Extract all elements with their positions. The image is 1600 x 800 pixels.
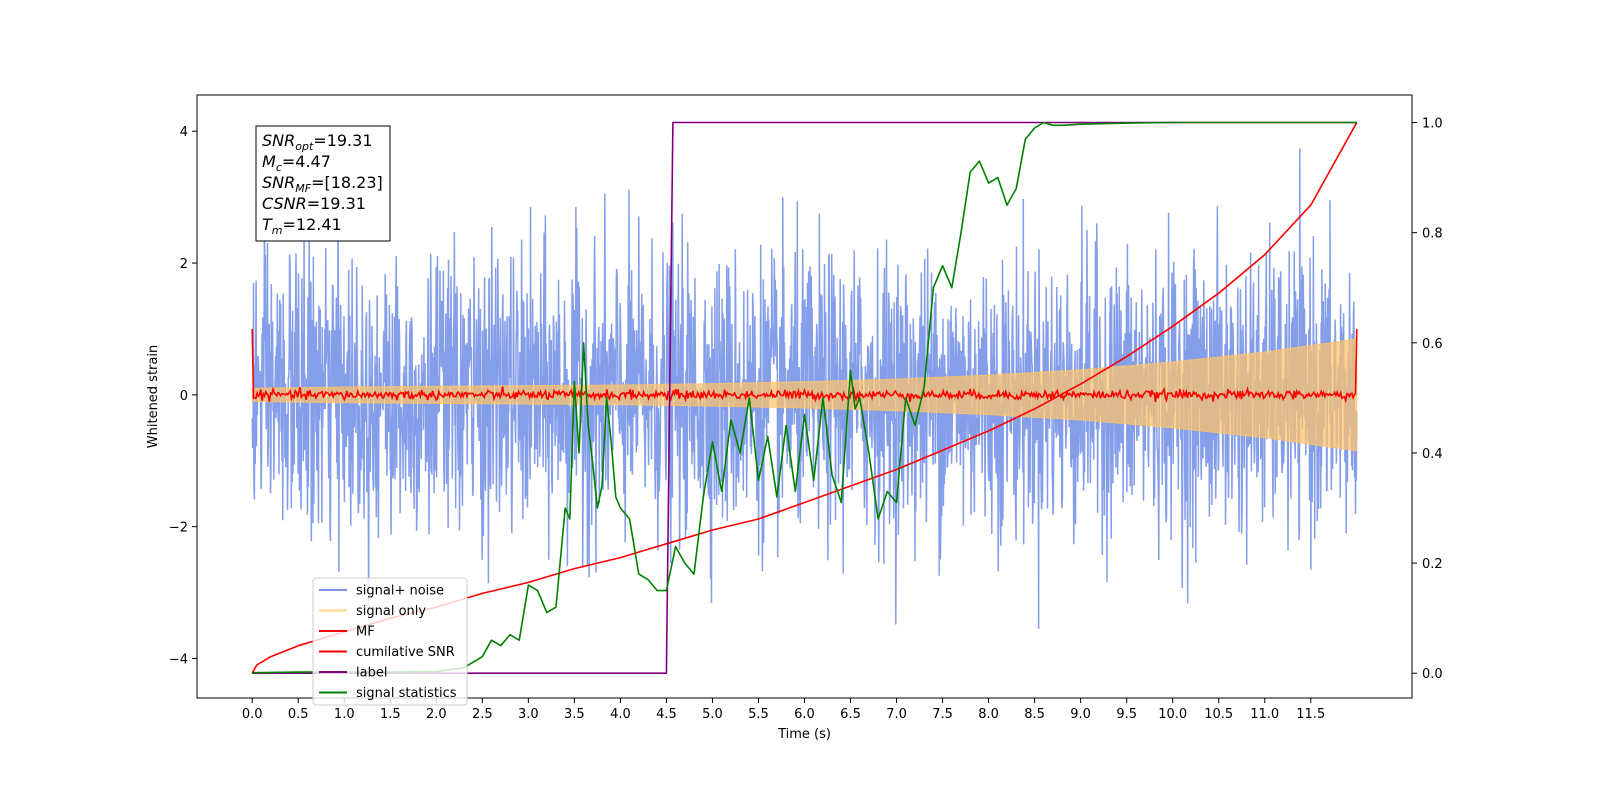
x-tick-label: 3.5 [564, 707, 585, 722]
annotation-symbol: M [262, 152, 276, 171]
annotation-frame [255, 125, 391, 242]
annotation-symbol: CSNR [262, 194, 307, 213]
y-right-tick-label: 0.6 [1422, 337, 1443, 352]
x-tick-label: 2.5 [472, 707, 493, 722]
legend-entry-label: label [356, 666, 387, 681]
x-tick-label: 0.5 [288, 707, 309, 722]
x-tick-label: 5.0 [702, 707, 723, 722]
legend-entry-label: signal only [356, 604, 426, 619]
annotation-subscript: m [272, 224, 283, 237]
series-signal-only [251, 338, 1358, 452]
annotation-line: Mc=4.47 [262, 152, 331, 174]
y-axis-left: 4 2 0 −2 −4 [169, 125, 197, 667]
y-left-tick-label: −4 [169, 652, 188, 667]
annotation-line: SNRMF=[18.23] [262, 173, 383, 195]
y-axis-label-left: Whitened strain [146, 345, 161, 448]
annotation-subscript: c [276, 161, 282, 174]
y-right-tick-label: 0.2 [1422, 557, 1443, 572]
x-tick-label: 1.5 [380, 707, 401, 722]
legend-entry-label: signal statistics [356, 686, 457, 701]
x-tick-label: 10.5 [1204, 707, 1233, 722]
x-axis-label: Time (s) [777, 727, 831, 742]
y-right-tick-label: 0.8 [1422, 227, 1443, 242]
annotation-box: SNRopt=19.31Mc=4.47SNRMF=[18.23]CSNR=19.… [255, 125, 391, 242]
x-tick-label: 8.5 [1024, 707, 1045, 722]
legend: signal+ noise signal only MF cumilative SNR… [312, 577, 468, 706]
annotation-line: SNRopt=19.31 [262, 131, 373, 153]
annotation-value: =4.47 [282, 152, 331, 171]
y-right-tick-label: 0.0 [1422, 667, 1443, 682]
annotation-value: =19.31 [307, 194, 366, 213]
legend-entry-label: MF [356, 625, 375, 640]
y-right-tick-label: 0.4 [1422, 447, 1443, 462]
x-tick-label: 11.5 [1296, 707, 1325, 722]
x-tick-label: 10.0 [1158, 707, 1187, 722]
x-tick-label: 6.0 [794, 707, 815, 722]
annotation-line: Tm=12.41 [262, 215, 342, 237]
series-mf [251, 328, 1358, 404]
series-signal-statistics [252, 121, 1357, 674]
y-left-tick-label: −2 [169, 521, 188, 536]
legend-entry-label: cumilative SNR [356, 645, 455, 660]
x-tick-label: 8.0 [978, 707, 999, 722]
y-left-tick-label: 0 [180, 389, 188, 404]
x-tick-label: 6.5 [840, 707, 861, 722]
annotation-symbol: T [262, 215, 273, 234]
annotation-value: =12.41 [283, 215, 342, 234]
x-tick-label: 2.0 [426, 707, 447, 722]
x-tick-label: 4.0 [610, 707, 631, 722]
annotation-line: CSNR=19.31 [262, 194, 366, 213]
x-tick-label: 9.5 [1116, 707, 1137, 722]
x-tick-label: 3.0 [518, 707, 539, 722]
annotation-value: =19.31 [313, 131, 372, 150]
y-axis-right: 1.0 0.8 0.6 0.4 0.2 0.0 [1412, 117, 1443, 682]
x-tick-label: 1.0 [334, 707, 355, 722]
x-tick-label: 7.5 [932, 707, 953, 722]
x-tick-label: 11.0 [1250, 707, 1279, 722]
x-tick-label: 0.0 [242, 707, 263, 722]
y-right-tick-label: 1.0 [1422, 117, 1443, 132]
legend-frame [312, 577, 468, 706]
y-left-tick-label: 2 [180, 257, 188, 272]
x-tick-label: 4.5 [656, 707, 677, 722]
annotation-value: =[18.23] [311, 173, 383, 192]
annotation-symbol: SNR [262, 131, 295, 150]
x-tick-label: 7.0 [886, 707, 907, 722]
annotation-subscript: MF [295, 182, 311, 195]
annotation-subscript: opt [295, 140, 314, 153]
legend-entry-label: signal+ noise [356, 584, 444, 599]
y-left-tick-label: 4 [180, 125, 188, 140]
x-tick-label: 9.0 [1070, 707, 1091, 722]
x-tick-label: 5.5 [748, 707, 769, 722]
annotation-symbol: SNR [262, 173, 295, 192]
x-axis: 0.0 0.5 1.0 1.5 2.0 2.5 3.0 3.5 4.0 4.5 5.0 5.5 6.0 6… [242, 698, 1325, 722]
